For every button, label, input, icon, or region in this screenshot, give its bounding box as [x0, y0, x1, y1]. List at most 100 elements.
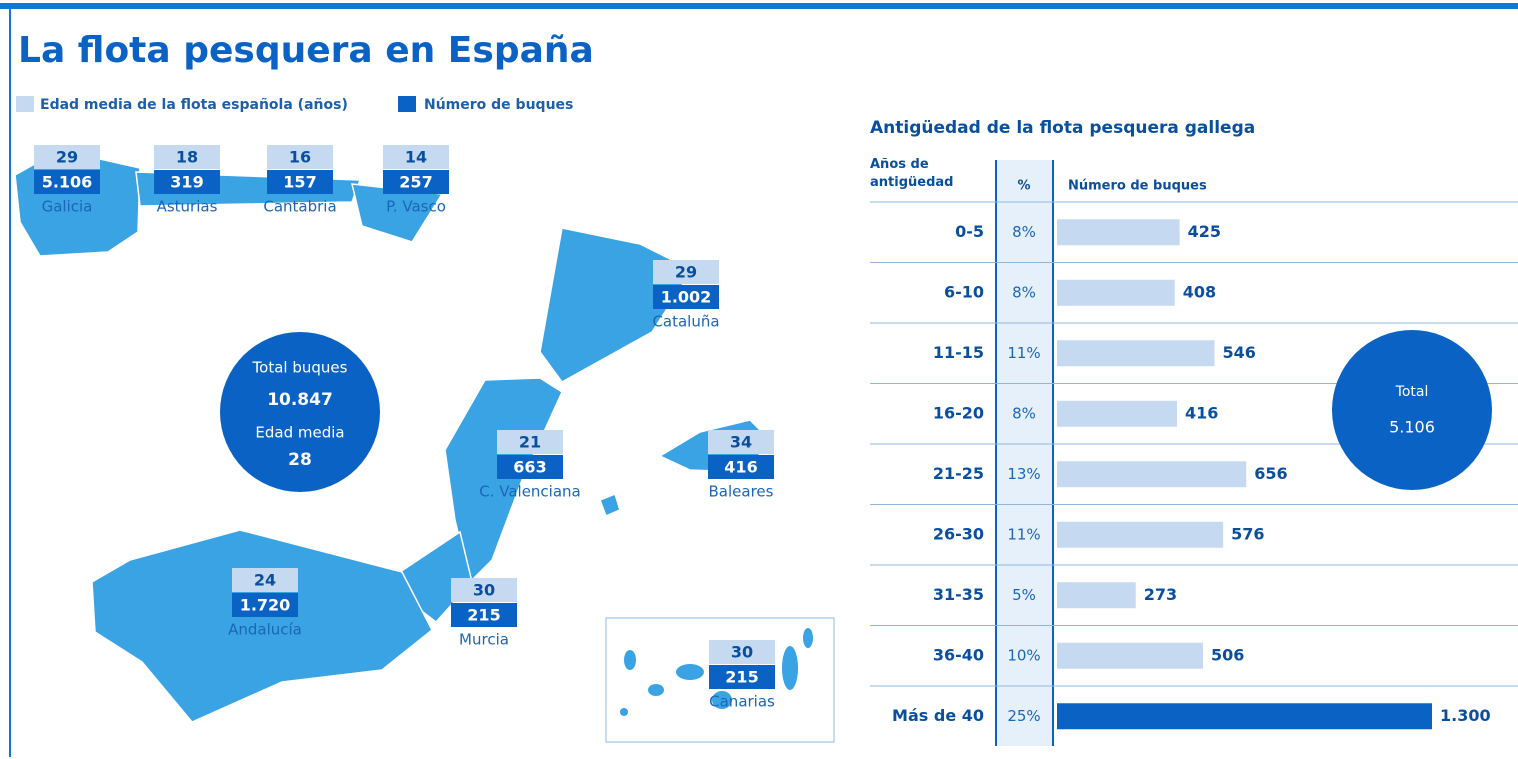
age-label: 29	[675, 263, 697, 282]
total-value: 5.106	[1389, 418, 1435, 437]
total-value: 10.847	[267, 390, 333, 410]
age-box	[232, 568, 298, 592]
legend-swatch	[16, 96, 34, 112]
bar	[1057, 521, 1224, 548]
category-label: 16-20	[933, 403, 984, 422]
category-label: Más de 40	[892, 706, 984, 725]
ships-box	[497, 455, 563, 479]
region-name: Asturias	[157, 198, 218, 216]
value-label: 546	[1223, 343, 1256, 362]
value-label: 416	[1185, 403, 1218, 422]
legend-label: Número de buques	[424, 97, 573, 113]
ships-label: 157	[283, 173, 316, 192]
value-label: 273	[1144, 585, 1177, 604]
region-shape	[599, 493, 621, 517]
column-header-text: Años de antigüedad	[870, 157, 954, 190]
age-box	[34, 145, 100, 169]
value-label: 656	[1254, 464, 1287, 483]
ships-box	[232, 593, 298, 617]
age-label: 34	[730, 433, 752, 452]
ships-box	[709, 665, 775, 689]
region-shape	[91, 529, 433, 723]
age-label: 24	[254, 571, 276, 590]
age-box	[154, 145, 220, 169]
ships-label: 319	[170, 173, 203, 192]
age-box	[708, 430, 774, 454]
bars: 0-5 8% 425 6-10 8% 408 11-15 11% 546 16-20 8% 416 21…	[870, 201, 1518, 730]
value-label: 425	[1188, 222, 1221, 241]
bar	[1057, 340, 1215, 367]
column-header: Número de buques	[1068, 179, 1207, 194]
value-label: 506	[1211, 645, 1244, 664]
age-box	[497, 430, 563, 454]
region-name: Cantabria	[263, 198, 336, 216]
age-label: 16	[289, 148, 311, 167]
bar	[1057, 219, 1180, 246]
category-label: 26-30	[933, 524, 984, 543]
percent-label: 25%	[1007, 707, 1040, 725]
ships-box	[451, 603, 517, 627]
map	[14, 149, 774, 723]
age-label: 18	[176, 148, 198, 167]
region-shape	[444, 377, 563, 584]
age-box	[267, 145, 333, 169]
total-value: 28	[288, 450, 312, 470]
category-label: 31-35	[933, 585, 984, 604]
ships-label: 5.106	[42, 173, 93, 192]
category-label: 0-5	[955, 222, 984, 241]
region-name: C. Valenciana	[479, 483, 581, 501]
ships-box	[708, 455, 774, 479]
total-label: Total	[1395, 384, 1429, 400]
percent-label: 8%	[1012, 404, 1036, 422]
total-label: Total buques	[252, 359, 348, 377]
ships-label: 416	[724, 458, 757, 477]
category-label: 11-15	[933, 343, 984, 362]
age-label: 30	[473, 581, 495, 600]
percent-label: 10%	[1007, 646, 1040, 664]
ships-label: 1.720	[240, 596, 291, 615]
top-rule	[0, 3, 1518, 9]
age-box	[451, 578, 517, 602]
bar	[1057, 400, 1177, 427]
ships-label: 257	[399, 173, 432, 192]
age-label: 29	[56, 148, 78, 167]
region-name: Cataluña	[652, 313, 719, 331]
region-name: Baleares	[709, 483, 774, 501]
age-box	[653, 260, 719, 284]
ships-box	[34, 170, 100, 194]
age-label: 14	[405, 148, 427, 167]
ships-label: 663	[513, 458, 546, 477]
column-header: %	[1017, 179, 1030, 194]
ships-box	[267, 170, 333, 194]
legend-label: Edad media de la flota española (años)	[40, 97, 348, 113]
percent-label: 8%	[1012, 283, 1036, 301]
percent-label: 8%	[1012, 223, 1036, 241]
canary-islands	[620, 628, 813, 716]
bar	[1057, 703, 1432, 730]
total-circle	[220, 332, 380, 492]
region-name: Galicia	[42, 198, 93, 216]
bar	[1057, 279, 1175, 306]
region-name: Murcia	[459, 631, 509, 649]
bar	[1057, 461, 1247, 488]
ships-label: 1.002	[661, 288, 712, 307]
inset-frame	[605, 617, 835, 743]
age-box	[383, 145, 449, 169]
region-name: P. Vasco	[386, 198, 446, 216]
percent-label: 11%	[1007, 344, 1040, 362]
age-label: 21	[519, 433, 541, 452]
ships-box	[653, 285, 719, 309]
age-label: 30	[731, 643, 753, 662]
value-label: 408	[1183, 282, 1216, 301]
chart-title: Antigüedad de la flota pesquera gallega	[870, 118, 1255, 138]
column-header: Años de antigüedad	[870, 157, 954, 190]
value-label: 576	[1231, 524, 1264, 543]
bar	[1057, 642, 1203, 669]
percent-label: 5%	[1012, 586, 1036, 604]
percent-column	[997, 160, 1053, 746]
category-label: 6-10	[944, 282, 984, 301]
category-label: 21-25	[933, 464, 984, 483]
total-circle	[1332, 330, 1492, 490]
legend-swatch	[398, 96, 416, 112]
category-label: 36-40	[933, 645, 984, 664]
